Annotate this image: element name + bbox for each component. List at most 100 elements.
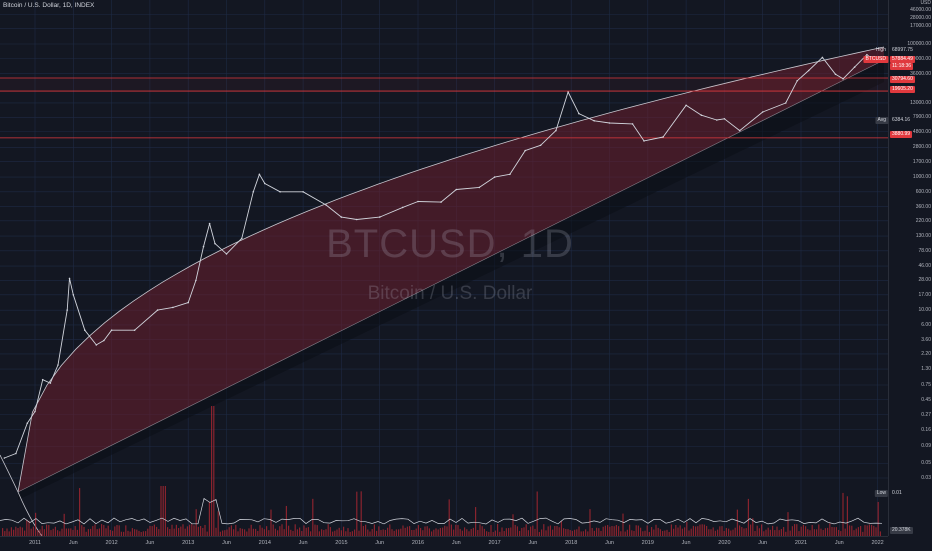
volume-bar <box>48 524 50 536</box>
volume-bar <box>98 528 100 536</box>
price-point <box>378 216 381 218</box>
volume-bar <box>446 526 448 536</box>
volume-bar <box>527 530 529 536</box>
volume-bar <box>360 491 362 536</box>
volume-bar <box>701 524 703 536</box>
volume-bar <box>734 527 736 536</box>
volume-bar <box>602 526 604 536</box>
volume-bar <box>347 528 349 536</box>
time-tick-label: 2021 <box>794 540 808 546</box>
price-point <box>325 204 327 206</box>
volume-bar <box>824 528 826 536</box>
volume-bar <box>560 521 562 536</box>
price-tick-label: 1.30 <box>921 366 931 373</box>
volume-bar <box>827 527 829 536</box>
volume-bar <box>811 525 813 536</box>
volume-bar <box>327 524 329 536</box>
volume-bar <box>461 530 463 536</box>
volume-bar <box>17 528 19 536</box>
volume-bar <box>288 525 290 536</box>
volume-bar <box>567 529 569 536</box>
price-tick-label: 0.45 <box>921 396 931 403</box>
volume-bar <box>743 528 745 536</box>
volume-bar <box>842 492 844 536</box>
volume-bar <box>725 527 727 536</box>
volume-bar <box>736 509 738 536</box>
volume-bar <box>65 528 67 536</box>
volume-bar <box>593 530 595 536</box>
volume-bar <box>871 524 873 536</box>
volume-bar <box>444 525 446 536</box>
volume-bar <box>851 525 853 536</box>
volume-bar <box>534 528 536 536</box>
chart-pane[interactable]: Bitcoin / U.S. Dollar, 1D, INDEX BTCUSD,… <box>0 0 888 536</box>
volume-bar <box>136 529 138 536</box>
volume-bar <box>28 520 30 536</box>
volume-bar <box>329 527 331 536</box>
time-scale[interactable]: 2011 Jun 2012 Jun 2013 Jun 2014 Jun 2015 Jun 2016 J… <box>0 536 888 551</box>
volume-bar <box>877 501 879 536</box>
volume-bar <box>107 525 109 536</box>
volume-bar <box>556 526 558 536</box>
volume-bar <box>644 530 646 536</box>
volume-bar <box>340 530 342 536</box>
volume-bar <box>395 529 397 536</box>
price-chart-svg[interactable] <box>0 0 888 536</box>
volume-bar <box>433 529 435 536</box>
price-point <box>509 173 511 176</box>
volume-bar <box>285 505 287 536</box>
volume-bar <box>868 524 870 536</box>
volume-bar <box>525 524 527 536</box>
volume-bar <box>182 524 184 536</box>
volume-bar <box>246 531 248 536</box>
volume-bar <box>772 525 774 536</box>
price-tick-label: 100000.00 <box>907 41 931 47</box>
price-point <box>15 452 17 455</box>
volume-bar <box>129 531 131 536</box>
volume-bar <box>475 507 477 536</box>
price-tick-label: 0.27 <box>921 411 931 418</box>
price-point <box>95 344 98 346</box>
scale-settings-corner[interactable] <box>888 536 932 550</box>
volume-bar <box>565 528 567 536</box>
volume-bar <box>455 524 457 536</box>
volume-bar <box>334 530 336 536</box>
price-point <box>555 129 557 132</box>
volume-bar <box>356 491 358 536</box>
volume-bar <box>439 528 441 536</box>
volume-bar <box>563 528 565 536</box>
volume-bar <box>134 529 136 536</box>
price-scale[interactable]: USD 46000.00 28000.00 17000.00 100000.00 600… <box>863 0 932 536</box>
price-point <box>103 339 105 342</box>
volume-bar <box>195 509 197 536</box>
volume-bar <box>732 529 734 536</box>
volume-bar <box>235 524 237 536</box>
volume-bar <box>629 524 631 536</box>
volume-bar <box>642 531 644 536</box>
price-point <box>258 173 261 176</box>
volume-bar <box>785 531 787 536</box>
price-point <box>302 191 304 193</box>
volume-bar <box>272 524 274 536</box>
time-tick-label: 2011 <box>29 540 41 546</box>
volume-bar <box>514 524 516 536</box>
high-value: 68997.75 <box>890 47 915 54</box>
volume-bar <box>519 530 521 536</box>
volume-bar <box>505 528 507 536</box>
volume-bar <box>681 528 683 536</box>
symbol-title[interactable]: Bitcoin / U.S. Dollar, 1D, INDEX <box>3 2 95 9</box>
price-point <box>631 123 634 125</box>
price-tick-label: 220.00 <box>915 217 931 224</box>
price-tick-label: 1700.00 <box>912 158 931 165</box>
volume-bar <box>620 531 622 536</box>
volume-bar <box>354 529 356 536</box>
volume-bar <box>758 528 760 536</box>
volume-bar <box>543 524 545 536</box>
volume-bar <box>596 527 598 536</box>
volume-bar <box>424 526 426 536</box>
volume-bar <box>169 528 171 536</box>
volume-bar <box>292 530 294 536</box>
price-tick-label: 0.16 <box>921 426 931 433</box>
volume-bar <box>756 525 758 536</box>
volume-bar <box>230 525 232 536</box>
